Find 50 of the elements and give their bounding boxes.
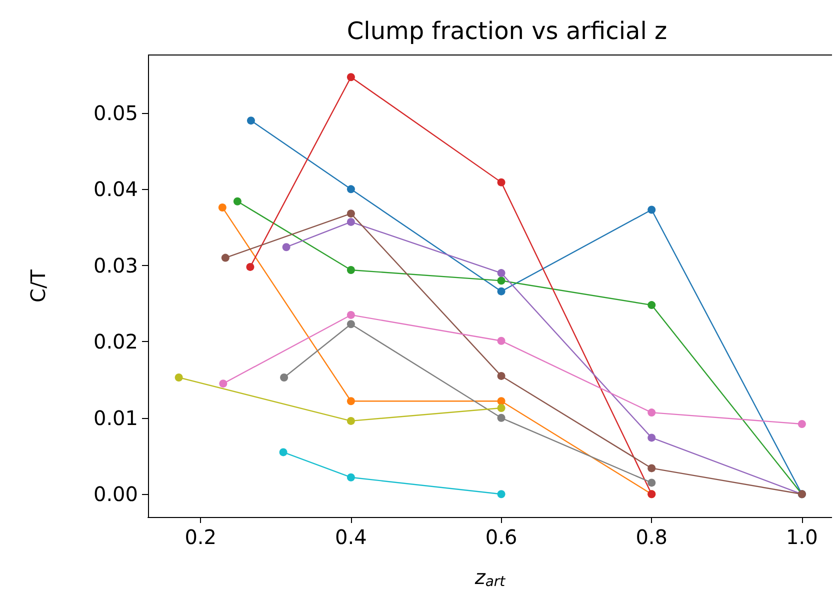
point — [497, 372, 506, 380]
point — [648, 408, 656, 417]
point — [282, 243, 290, 252]
y-tick-label: 0.05 — [93, 100, 138, 125]
point — [346, 416, 355, 425]
point — [219, 380, 228, 388]
x-tick-label: 1.0 — [786, 525, 818, 549]
point — [497, 490, 506, 498]
point — [346, 397, 355, 406]
point — [346, 266, 355, 274]
point — [233, 197, 242, 206]
point — [648, 478, 656, 487]
point — [346, 310, 355, 319]
point — [174, 373, 183, 382]
x-tick-label: 0.6 — [485, 525, 518, 549]
point — [346, 210, 355, 218]
x-tick-label: 0.4 — [335, 525, 367, 549]
point — [497, 269, 506, 278]
x-tick-label: 0.8 — [636, 525, 668, 549]
point — [279, 448, 288, 456]
x-tick-label: 0.2 — [184, 525, 217, 549]
point — [346, 185, 355, 194]
point — [497, 276, 506, 285]
point — [648, 464, 656, 472]
point — [346, 218, 355, 226]
point — [346, 473, 355, 482]
point — [648, 434, 656, 442]
point — [218, 203, 226, 212]
point — [221, 254, 230, 262]
y-axis-title: C/T — [26, 268, 50, 302]
point — [497, 404, 506, 412]
point — [497, 414, 506, 422]
point — [346, 320, 355, 328]
point — [648, 206, 656, 214]
y-tick-label: 0.02 — [93, 330, 138, 354]
point — [648, 301, 656, 310]
y-tick-label: 0.04 — [93, 177, 138, 202]
point — [798, 420, 806, 428]
point — [280, 373, 288, 382]
point — [497, 397, 506, 406]
point — [346, 73, 355, 82]
y-tick-label: 0.00 — [93, 482, 138, 506]
point — [497, 178, 506, 186]
y-tick-label: 0.03 — [93, 253, 138, 278]
point — [497, 287, 506, 296]
y-tick-label: 0.01 — [93, 406, 138, 430]
chart-title: Clump fraction vs arficial z — [346, 17, 668, 45]
point — [246, 262, 254, 271]
point — [246, 116, 255, 125]
point — [497, 336, 506, 345]
